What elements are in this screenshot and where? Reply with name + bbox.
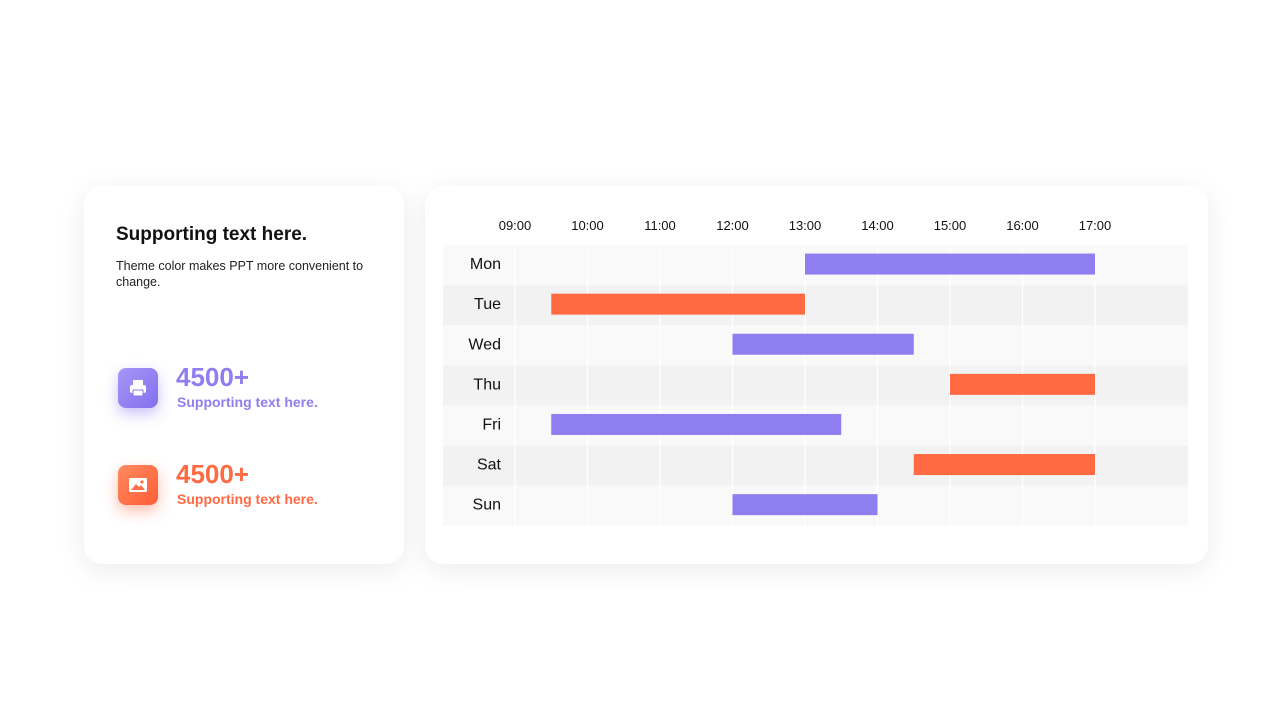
- x-tick-label: 15:00: [934, 218, 967, 233]
- x-tick-label: 09:00: [499, 218, 532, 233]
- day-label: Sat: [477, 457, 502, 474]
- x-tick-label: 11:00: [644, 218, 676, 233]
- range-bar-fri: [551, 413, 842, 435]
- x-tick-label: 16:00: [1006, 218, 1039, 233]
- day-label: Tue: [474, 296, 501, 313]
- range-bar-mon: [805, 253, 1095, 275]
- range-bar-thu: [950, 373, 1095, 395]
- x-tick-label: 13:00: [789, 218, 822, 233]
- stat-number: 4500+: [176, 362, 250, 392]
- day-label: Wed: [468, 336, 501, 353]
- summary-card: Supporting text here. Theme color makes …: [84, 186, 404, 564]
- x-tick-label: 10:00: [571, 218, 604, 233]
- range-bar-sat: [913, 454, 1095, 476]
- stat-number: 4500+: [176, 459, 250, 489]
- day-label: Mon: [470, 256, 501, 273]
- day-label: Thu: [473, 376, 501, 393]
- x-tick-label: 12:00: [716, 218, 749, 233]
- printer-icon: [118, 368, 158, 408]
- summary-heading: Supporting text here.: [116, 224, 308, 245]
- range-bar-tue: [551, 293, 805, 315]
- stat-label: Supporting text here.: [177, 491, 318, 507]
- schedule-chart-card: 09:00 10:00 11:00 12:00 13:00 14:00 15:00 16:00…: [425, 186, 1208, 564]
- image-icon: [118, 465, 158, 505]
- range-bar-wed: [732, 333, 914, 355]
- x-tick-label: 14:00: [861, 218, 894, 233]
- x-tick-label: 17:00: [1079, 218, 1112, 233]
- summary-subtext: Theme color makes PPT more convenient to…: [116, 259, 364, 289]
- schedule-gantt-chart: 09:00 10:00 11:00 12:00 13:00 14:00 15:00 16:00…: [443, 218, 1188, 526]
- range-bar-sun: [732, 494, 878, 516]
- day-label: Sun: [473, 497, 501, 514]
- stat-label: Supporting text here.: [177, 394, 318, 410]
- day-label: Fri: [482, 416, 501, 433]
